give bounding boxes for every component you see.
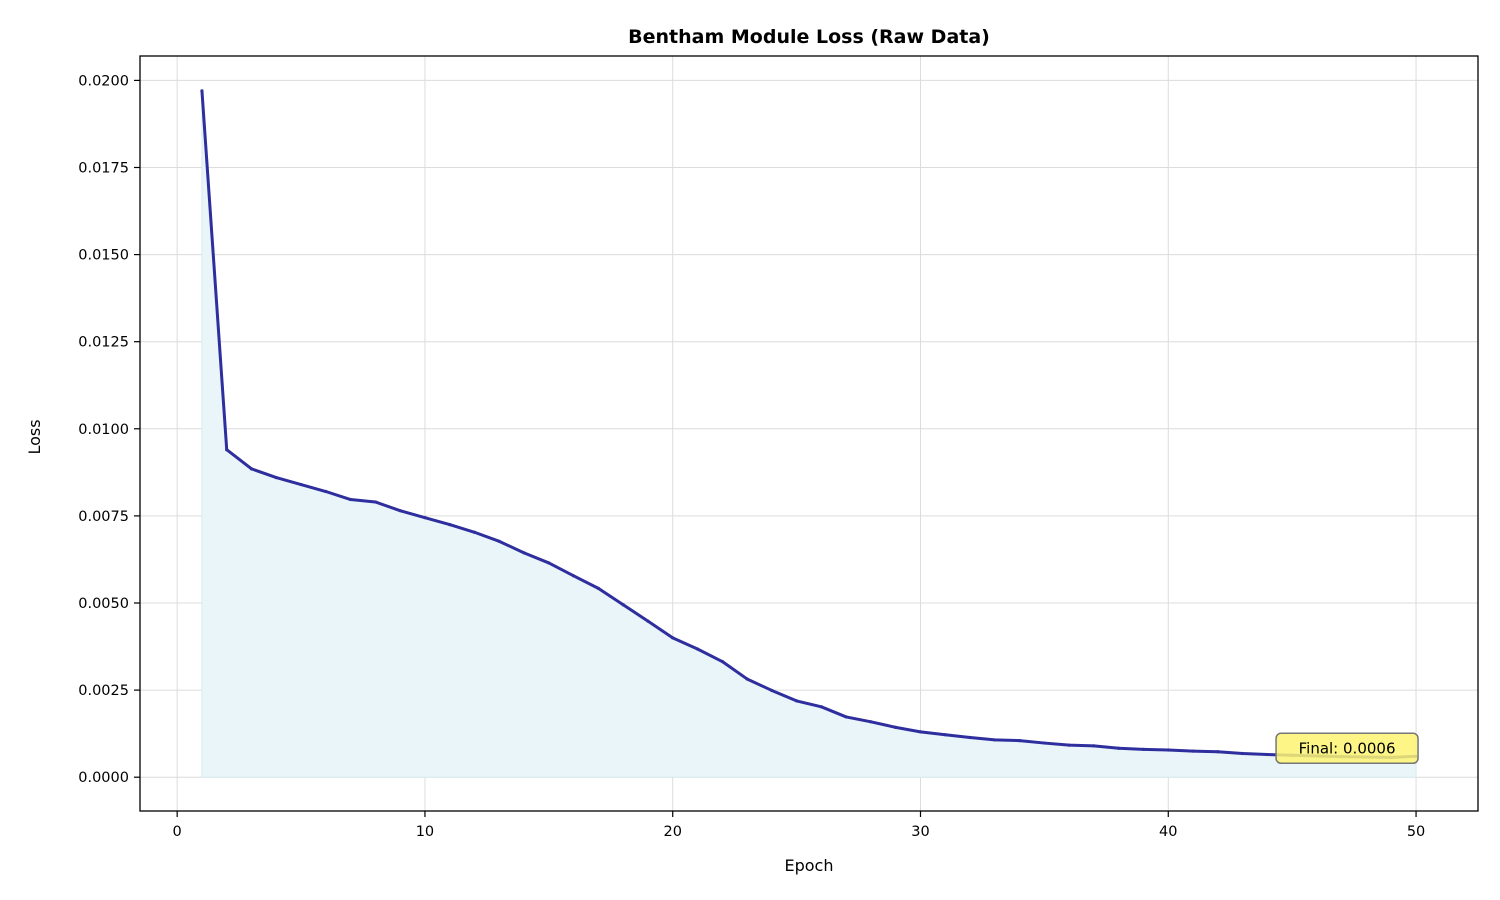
loss-point: [621, 603, 625, 607]
loss-point: [819, 705, 823, 709]
loss-point: [596, 586, 600, 590]
y-tick-label: 0.0000: [78, 770, 129, 786]
loss-point: [993, 738, 997, 742]
y-tick-label: 0.0125: [78, 335, 129, 351]
plot-frame: [139, 55, 1479, 812]
x-axis-title: Epoch: [785, 856, 834, 875]
loss-point: [646, 619, 650, 623]
loss-line: [200, 90, 1417, 759]
loss-point: [1265, 752, 1269, 757]
loss-point: [1092, 744, 1096, 748]
x-tick-label: 30: [911, 824, 929, 840]
y-tick-label: 0.0100: [78, 422, 129, 438]
loss-point: [547, 561, 551, 565]
loss-point: [249, 467, 254, 471]
loss-point: [1117, 746, 1121, 750]
loss-point: [572, 574, 576, 578]
final-annotation-text: Final: 0.0006: [1299, 739, 1396, 757]
y-axis-title: Loss: [25, 419, 44, 454]
loss-point: [1191, 749, 1195, 753]
loss-point: [770, 688, 774, 693]
loss-point: [200, 89, 204, 93]
y-tick-label: 0.0150: [78, 248, 129, 264]
loss-point: [918, 730, 923, 734]
loss-point: [1141, 747, 1146, 751]
loss-point: [373, 500, 377, 504]
loss-point: [522, 551, 526, 555]
x-tick-label: 50: [1407, 824, 1425, 840]
loss-point: [1042, 741, 1046, 745]
loss-point: [349, 497, 353, 502]
loss-point: [1241, 751, 1245, 756]
y-tick-label: 0.0200: [78, 73, 129, 89]
loss-point: [894, 725, 898, 729]
loss-point: [472, 530, 477, 534]
y-tick-label: 0.0175: [78, 160, 129, 176]
loss-point: [720, 659, 724, 664]
loss-point: [745, 677, 749, 681]
loss-point: [795, 699, 799, 703]
x-tick-label: 20: [663, 824, 681, 840]
x-tick-label: 40: [1159, 824, 1177, 840]
final-annotation-box: [1275, 732, 1419, 765]
loss-point: [943, 733, 947, 737]
annotation-layer: Final: 0.0006: [1275, 732, 1419, 765]
loss-point: [1067, 743, 1071, 747]
axis-ticks: 0 10 20 30 40 50 0.0000 0.0025 0.0050 0.0075 0.010…: [78, 73, 1425, 840]
loss-point: [1018, 739, 1022, 743]
y-tick-label: 0.0025: [78, 683, 129, 699]
chart-title: Bentham Module Loss (Raw Data): [628, 26, 990, 48]
y-tick-label: 0.0075: [78, 509, 129, 525]
loss-point: [398, 509, 402, 513]
loss-point: [869, 720, 873, 724]
loss-point: [299, 482, 303, 487]
loss-point: [274, 475, 278, 480]
loss-point: [844, 715, 848, 719]
x-tick-label: 0: [173, 824, 182, 840]
loss-point: [497, 539, 501, 543]
x-tick-label: 10: [416, 824, 434, 840]
loss-point: [423, 516, 427, 520]
loss-point: [695, 647, 700, 651]
loss-point: [1216, 750, 1220, 754]
loss-point: [225, 448, 229, 452]
loss-point: [671, 636, 675, 640]
series-layer: [200, 89, 1418, 778]
loss-point: [324, 489, 328, 494]
loss-point: [448, 523, 452, 527]
loss-point: [968, 735, 972, 740]
y-tick-label: 0.0050: [78, 596, 129, 612]
loss-point: [1166, 748, 1170, 752]
